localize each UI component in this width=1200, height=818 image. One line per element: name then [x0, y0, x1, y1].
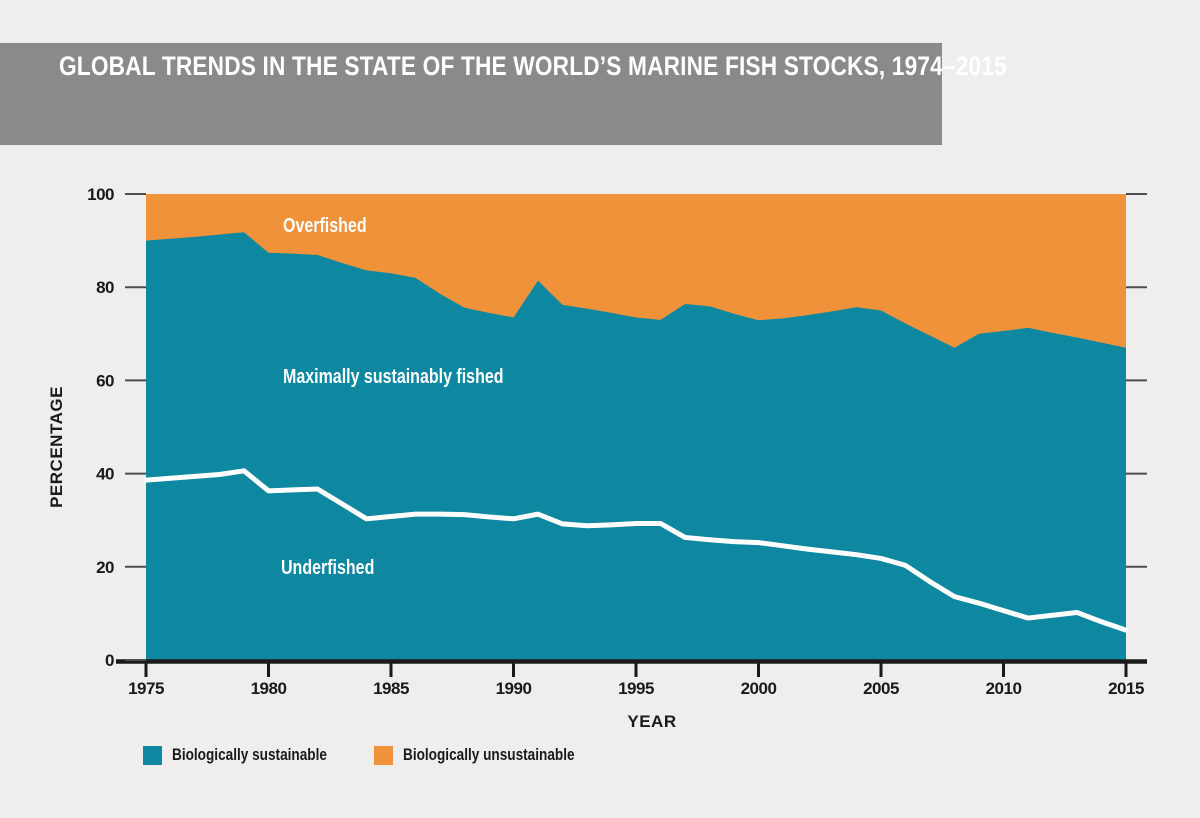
x-tick-label: 1975 [128, 679, 164, 698]
line-underfished [143, 468, 1129, 633]
y-tick-label: 0 [105, 651, 114, 670]
legend-label-sustainable: Biologically sustainable [172, 745, 327, 764]
y-tick-label: 40 [96, 465, 114, 484]
region-label-underfished: Underfished [281, 557, 375, 579]
x-tick-label: 1995 [618, 679, 654, 698]
y-tick-label: 20 [96, 558, 114, 577]
x-axis-title: YEAR [627, 712, 677, 731]
region-label-maximally-sustainably-fished: Maximally sustainably fished [283, 366, 504, 388]
page-title: GLOBAL TRENDS IN THE STATE OF THE WORLD’… [59, 51, 1007, 81]
y-tick-label: 100 [87, 185, 114, 204]
x-tick-label: 2000 [741, 679, 777, 698]
y-tick-label: 60 [96, 371, 114, 390]
x-tick-label: 1980 [251, 679, 287, 698]
x-tick-label: 2015 [1108, 679, 1144, 698]
region-label-overfished: Overfished [283, 215, 367, 237]
area-sustainable [146, 232, 1126, 660]
x-tick-label: 1990 [496, 679, 532, 698]
x-tick-label: 2010 [986, 679, 1022, 698]
title-bar [0, 43, 942, 145]
y-tick-label: 80 [96, 278, 114, 297]
legend-swatch-sustainable [143, 745, 162, 765]
legend-swatch-unsustainable [374, 745, 393, 765]
y-axis-title: PERCENTAGE [47, 386, 66, 508]
x-tick-label: 1985 [373, 679, 409, 698]
legend-label-unsustainable: Biologically unsustainable [403, 745, 575, 764]
legend-item-sustainable: Biologically sustainable [143, 745, 366, 765]
x-tick-label: 2005 [863, 679, 899, 698]
legend-item-unsustainable: Biologically unsustainable [374, 745, 617, 765]
